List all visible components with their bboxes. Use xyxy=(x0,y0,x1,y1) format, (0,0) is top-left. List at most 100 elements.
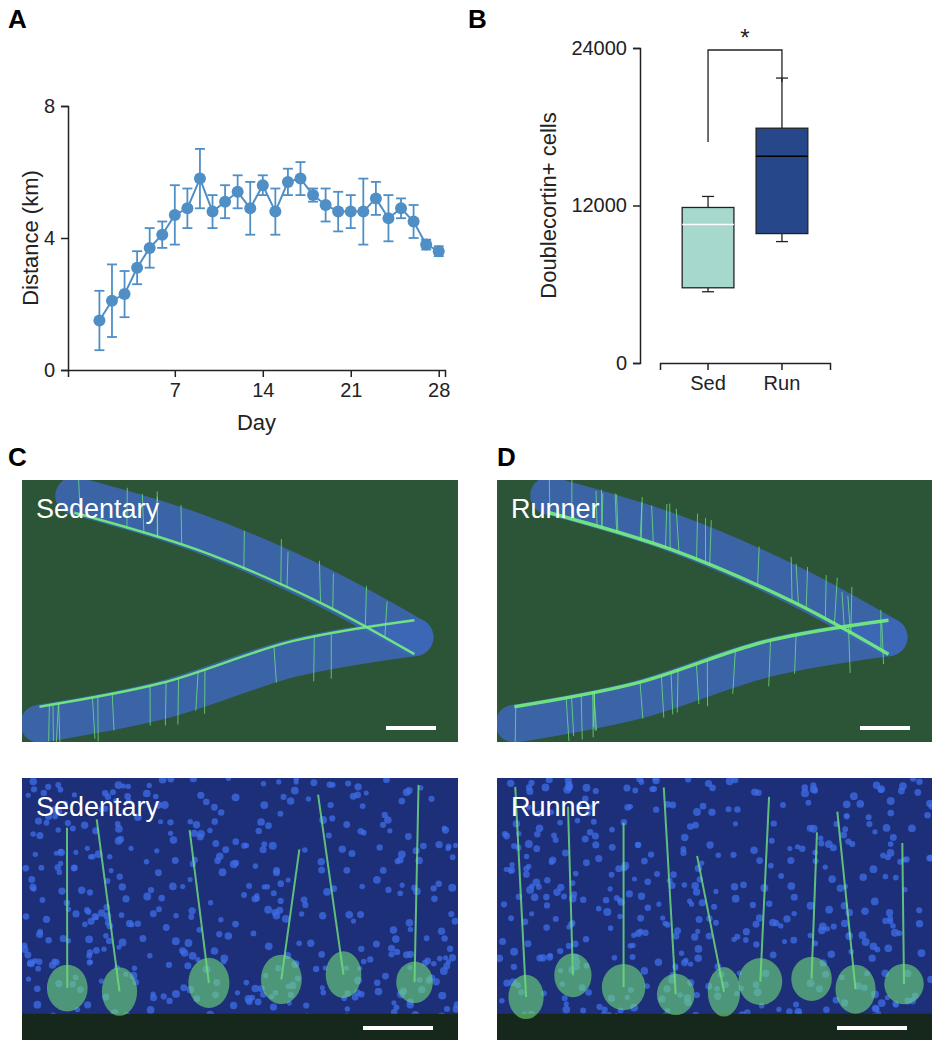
nucleus xyxy=(440,967,448,975)
nucleus xyxy=(320,985,325,990)
dendrite xyxy=(204,669,205,714)
nucleus xyxy=(562,850,569,857)
nucleus xyxy=(318,951,325,958)
scale-bar xyxy=(363,1026,433,1030)
point xyxy=(119,288,131,300)
nucleus xyxy=(261,781,266,786)
error-cap xyxy=(182,188,192,190)
dendrite xyxy=(601,490,602,529)
nucleus xyxy=(501,901,507,907)
nucleus xyxy=(172,937,180,945)
error-cap xyxy=(195,148,205,150)
box xyxy=(682,207,734,287)
nucleus xyxy=(681,834,688,841)
nucleus xyxy=(695,945,703,953)
nucleus xyxy=(859,931,867,939)
nucleus xyxy=(884,944,892,952)
point xyxy=(382,212,394,224)
nucleus xyxy=(544,902,550,908)
point xyxy=(131,262,143,274)
nucleus xyxy=(843,800,851,808)
dendrite xyxy=(243,531,245,570)
nucleus xyxy=(22,946,28,953)
tick-mark xyxy=(61,106,68,108)
nucleus xyxy=(307,940,314,947)
hilus xyxy=(497,1014,932,1040)
nucleus xyxy=(287,797,295,805)
tick-label: 24000 xyxy=(571,37,627,59)
nucleus xyxy=(866,821,872,827)
dendrite xyxy=(280,539,282,586)
dendrite xyxy=(56,703,58,742)
nucleus xyxy=(609,844,616,851)
nucleus xyxy=(88,854,93,859)
point xyxy=(93,315,105,327)
nucleus xyxy=(693,808,701,816)
nucleus xyxy=(180,884,185,889)
nucleus xyxy=(844,813,850,819)
y-axis-title: Distance (km) xyxy=(18,170,43,306)
nucleus xyxy=(787,882,795,890)
micrograph xyxy=(497,778,932,1040)
error-cap xyxy=(182,227,192,229)
nucleus xyxy=(318,867,325,874)
nucleus xyxy=(546,778,553,783)
dendrite xyxy=(66,828,68,988)
nucleus xyxy=(726,806,732,812)
nucleus xyxy=(56,827,61,832)
nucleus xyxy=(323,888,331,896)
nucleus xyxy=(150,994,157,1001)
dendrite xyxy=(415,785,419,982)
nucleus xyxy=(635,842,641,848)
nucleus xyxy=(732,895,740,903)
nucleus xyxy=(580,896,587,903)
nucleus xyxy=(251,895,258,902)
nucleus xyxy=(582,836,589,843)
nucleus xyxy=(531,894,539,902)
nucleus xyxy=(499,998,505,1004)
nucleus xyxy=(525,840,533,848)
error-cap xyxy=(383,240,393,242)
nucleus xyxy=(121,783,126,788)
dendrite xyxy=(664,787,676,994)
nucleus xyxy=(918,949,926,957)
dendrite xyxy=(365,586,366,627)
nucleus xyxy=(179,947,186,954)
error-cap xyxy=(258,194,268,196)
dendrite xyxy=(760,797,769,982)
nucleus xyxy=(188,877,193,882)
dendrite xyxy=(601,493,603,528)
nucleus xyxy=(705,780,712,787)
dendrite xyxy=(848,596,851,633)
nucleus xyxy=(726,778,734,785)
cell-body xyxy=(326,951,362,998)
nucleus xyxy=(454,1001,458,1008)
error-cap xyxy=(371,214,381,216)
nucleus xyxy=(78,886,86,894)
dendrite xyxy=(652,506,654,545)
nucleus xyxy=(71,864,78,871)
dendrite xyxy=(696,664,698,704)
nucleus xyxy=(623,784,630,791)
dendrite xyxy=(640,682,643,719)
nucleus xyxy=(893,875,899,881)
nucleus xyxy=(397,890,403,896)
nucleus xyxy=(253,863,259,869)
dendrite xyxy=(319,561,320,603)
nucleus xyxy=(743,937,749,943)
nucleus xyxy=(188,907,195,914)
nucleus xyxy=(694,954,702,962)
nucleus xyxy=(927,976,932,983)
nucleus xyxy=(818,840,824,846)
tick: 14 xyxy=(252,370,274,401)
nucleus xyxy=(103,933,109,939)
nucleus xyxy=(58,849,64,855)
nucleus xyxy=(38,865,44,871)
nucleus xyxy=(107,854,112,859)
nucleus xyxy=(924,812,930,818)
nucleus xyxy=(85,935,93,943)
point xyxy=(269,206,281,218)
nucleus xyxy=(318,858,325,865)
dendrite xyxy=(661,675,663,718)
dendrite xyxy=(758,546,760,586)
